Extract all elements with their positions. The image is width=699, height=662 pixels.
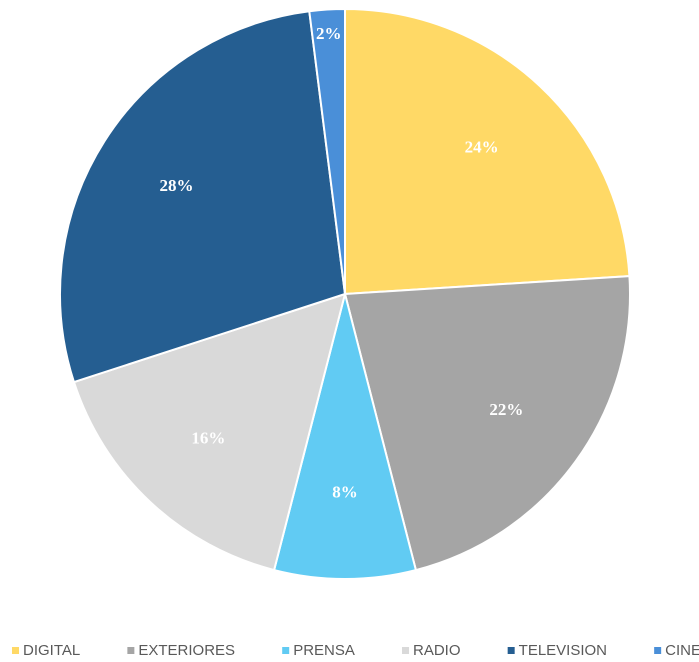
data-label: 2% bbox=[316, 24, 342, 43]
pie-slice bbox=[343, 275, 631, 572]
data-label: 8% bbox=[332, 482, 358, 501]
pie-slice bbox=[59, 10, 347, 384]
legend-label: CINE bbox=[665, 642, 699, 659]
pie-slice bbox=[72, 292, 347, 572]
legend-label: DIGITAL bbox=[23, 642, 80, 659]
data-label: 28% bbox=[160, 176, 194, 195]
pie-slice bbox=[272, 293, 418, 580]
legend-swatch bbox=[127, 647, 135, 654]
legend-label: EXTERIORES bbox=[138, 642, 235, 659]
pie-slice bbox=[344, 7, 631, 296]
data-label: 22% bbox=[489, 400, 523, 419]
legend-swatch bbox=[507, 647, 515, 654]
legend-swatch bbox=[282, 647, 290, 654]
legend-label: RADIO bbox=[413, 642, 461, 659]
data-label: 16% bbox=[191, 428, 225, 447]
data-label: 24% bbox=[465, 137, 499, 156]
legend-swatch bbox=[12, 647, 19, 654]
legend-swatch bbox=[402, 647, 410, 654]
legend-label: PRENSA bbox=[293, 642, 355, 659]
legend-swatch bbox=[654, 647, 662, 654]
legend-label: TELEVISION bbox=[519, 642, 607, 659]
pie-slice bbox=[308, 7, 346, 295]
